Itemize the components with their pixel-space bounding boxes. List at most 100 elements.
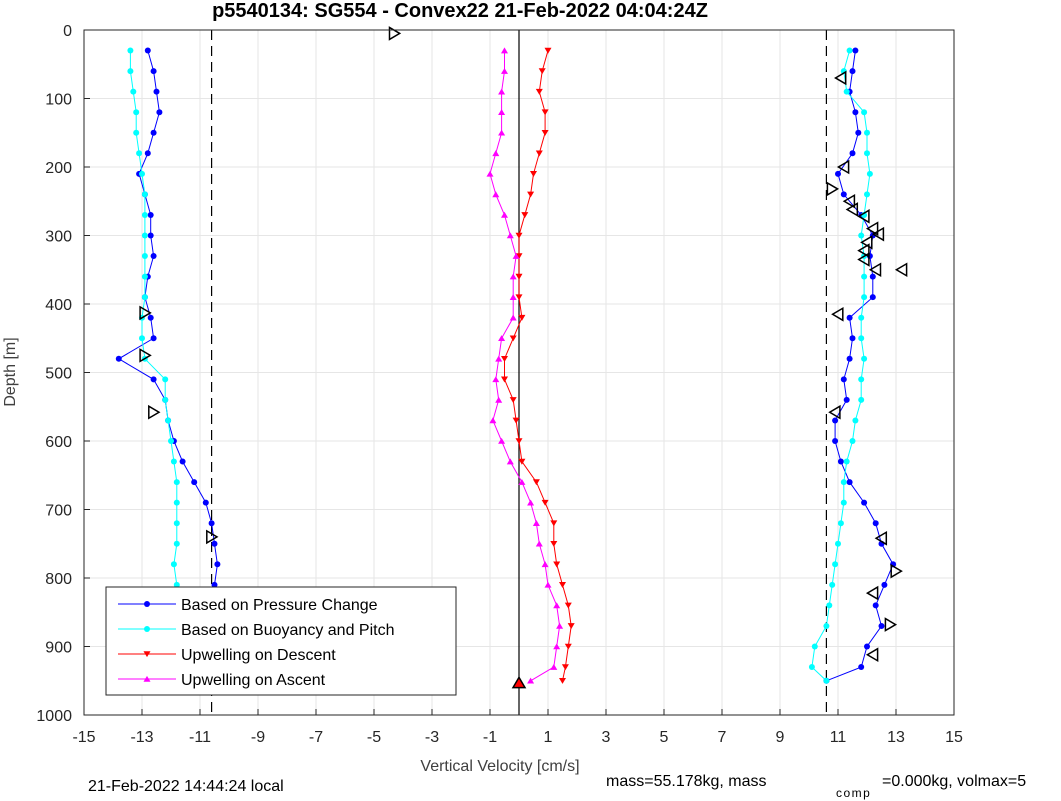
data-point (835, 170, 841, 177)
data-point (165, 417, 172, 424)
data-point (861, 273, 868, 280)
x-tick-label: -3 (425, 729, 439, 746)
data-point (150, 129, 157, 136)
triangle-marker (511, 675, 527, 689)
data-point (495, 355, 503, 362)
y-tick-label: 1000 (36, 708, 72, 725)
series-line (129, 50, 207, 682)
x-tick-label: -11 (189, 729, 211, 746)
data-point (829, 581, 836, 588)
data-point (564, 602, 572, 609)
data-point (515, 232, 523, 239)
legend: Based on Pressure Change Based on Buoyanc… (105, 586, 457, 696)
y-tick-label: 200 (45, 160, 72, 177)
data-point (498, 437, 506, 444)
triangle-marker (842, 193, 856, 209)
data-point (495, 396, 503, 403)
data-point (127, 68, 134, 75)
series-line (117, 50, 227, 682)
data-point (211, 581, 218, 588)
data-point (518, 458, 526, 465)
data-point (858, 232, 865, 239)
x-tick-label: -5 (367, 729, 381, 746)
data-point (852, 109, 859, 116)
data-point (518, 314, 526, 321)
data-point (501, 376, 508, 383)
data-point (561, 664, 569, 671)
data-point (840, 499, 847, 506)
y-tick-label: 600 (45, 434, 72, 451)
y-tick-label: 700 (45, 503, 72, 520)
legend-swatch-marker (144, 601, 150, 607)
triangle-marker (139, 348, 152, 363)
legend-swatch-marker (144, 626, 150, 632)
triangle-marker (857, 243, 870, 258)
data-point (141, 273, 148, 280)
data-point (538, 68, 546, 75)
data-point (498, 129, 506, 136)
x-tick-label: -1 (483, 729, 497, 746)
data-point (515, 294, 523, 301)
legend-label: Based on Buoyancy and Pitch (181, 622, 394, 639)
triangle-marker (868, 262, 882, 278)
data-point (150, 335, 157, 342)
data-point (153, 88, 160, 95)
series-line (489, 50, 561, 682)
data-point (512, 417, 520, 424)
triangle-markers (139, 26, 908, 689)
data-point (858, 335, 865, 342)
data-point (173, 499, 180, 506)
triangle-marker (857, 252, 870, 267)
triangle-marker (874, 530, 888, 546)
data-point (509, 314, 517, 321)
triangle-marker (890, 563, 903, 579)
data-point (864, 129, 870, 136)
data-point (501, 356, 508, 362)
data-point (861, 294, 868, 301)
data-point (872, 602, 879, 609)
data-point (211, 540, 218, 547)
data-point (136, 150, 143, 157)
footer-local-time: 21-Feb-2022 14:44:24 local (88, 778, 284, 795)
x-tick-label: -7 (309, 729, 323, 746)
data-point (858, 664, 865, 671)
data-point (849, 150, 856, 157)
data-point (840, 191, 847, 198)
y-tick-label: 400 (45, 297, 72, 314)
legend-swatch-marker (143, 651, 151, 658)
data-point (518, 478, 526, 485)
data-point (515, 438, 523, 445)
data-point (843, 396, 850, 403)
data-point (141, 191, 148, 198)
data-point (506, 232, 514, 239)
data-point (535, 540, 543, 547)
series-2 (501, 47, 575, 684)
data-point (147, 314, 154, 321)
data-point (852, 417, 859, 424)
data-point (837, 520, 844, 527)
legend-swatch-marker (143, 675, 151, 682)
data-point (861, 499, 868, 506)
data-point (150, 376, 157, 383)
data-point (214, 561, 221, 568)
series-layer (115, 47, 897, 684)
data-point (553, 561, 561, 568)
data-point (852, 47, 859, 54)
triangle-marker (865, 647, 879, 663)
data-point (553, 602, 561, 609)
y-tick-label: 500 (45, 366, 72, 383)
footer-mass-subscript: comp (836, 786, 871, 800)
y-tick-labels: 0 100 200 300 400 500 600 700 800 900 1000 (36, 23, 72, 725)
footer-mass: mass=55.178kg, mass (606, 773, 767, 790)
data-point (509, 397, 517, 404)
data-point (501, 67, 508, 74)
data-point (826, 602, 833, 609)
data-point (564, 643, 572, 650)
data-point (559, 582, 566, 588)
x-tick-label: 13 (887, 729, 905, 746)
data-point (550, 540, 558, 547)
data-point (492, 191, 500, 198)
data-point (864, 643, 870, 650)
data-point (535, 88, 543, 95)
x-tick-label: -9 (251, 729, 265, 746)
